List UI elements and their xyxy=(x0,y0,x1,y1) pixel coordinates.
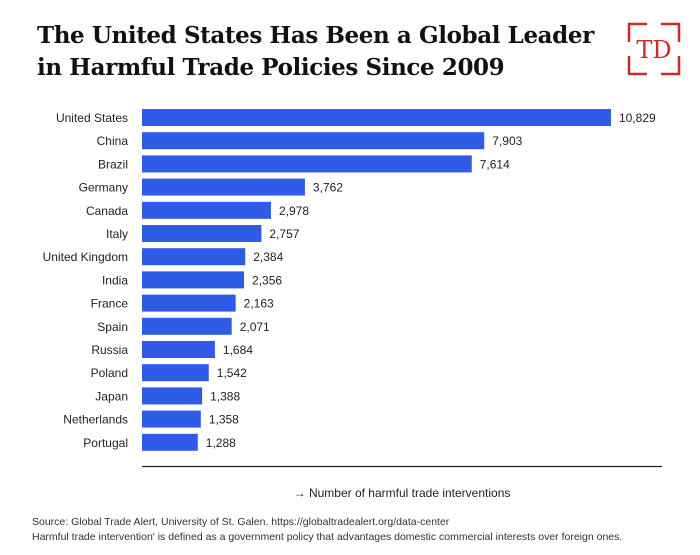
x-axis-label: → Number of harmful trade interventions xyxy=(294,486,511,500)
category-label: India xyxy=(102,273,128,287)
chart-title: The United States Has Been a Global Lead… xyxy=(37,20,597,84)
logo-frame-top-left xyxy=(627,22,647,42)
bar-canada xyxy=(142,201,271,219)
value-label: 2,757 xyxy=(269,227,299,241)
logo-frame-top-right xyxy=(661,22,681,42)
bar-poland xyxy=(142,364,209,382)
bar-netherlands xyxy=(142,410,201,428)
value-label: 1,542 xyxy=(217,366,247,380)
value-label: 2,356 xyxy=(252,273,282,287)
bar-germany xyxy=(142,178,305,196)
category-label: Italy xyxy=(106,227,128,241)
value-label: 10,829 xyxy=(619,111,656,125)
category-label: Russia xyxy=(91,343,128,357)
value-label: 2,384 xyxy=(253,250,283,264)
value-label: 1,358 xyxy=(209,413,239,427)
category-label: Germany xyxy=(79,181,128,195)
value-label: 2,163 xyxy=(244,297,274,311)
bar-china xyxy=(142,132,485,150)
value-label: 2,978 xyxy=(279,204,309,218)
bar-united-states xyxy=(142,109,611,126)
bar-france xyxy=(142,294,236,312)
category-label: Portugal xyxy=(83,436,128,450)
bar-portugal xyxy=(142,433,198,451)
category-label: Brazil xyxy=(98,157,128,171)
category-label: United Kingdom xyxy=(43,250,128,264)
bar-chart: United States 10,829 China 7,903 Brazil 7,614… xyxy=(43,109,662,500)
source-note: Source: Global Trade Alert, University o… xyxy=(32,516,450,528)
definition-note: Harmful trade intervention' is defined a… xyxy=(32,531,623,543)
value-label: 7,903 xyxy=(492,134,522,148)
bar-india xyxy=(142,271,245,289)
category-label: China xyxy=(97,134,129,148)
chart-title-line-1: The United States Has Been a Global Lead… xyxy=(37,22,594,49)
logo-frame-bottom-left xyxy=(627,56,647,76)
value-label: 1,684 xyxy=(223,343,253,357)
category-label: Spain xyxy=(97,320,128,334)
value-label: 1,288 xyxy=(206,436,236,450)
bar-japan xyxy=(142,387,203,405)
category-label: Canada xyxy=(86,204,128,218)
value-label: 7,614 xyxy=(480,157,510,171)
chart-footer: Source: Global Trade Alert, University o… xyxy=(32,515,622,545)
logo-frame-bottom-right xyxy=(661,56,681,76)
category-label: Netherlands xyxy=(63,413,128,427)
category-label: United States xyxy=(56,111,128,125)
bar-united-kingdom xyxy=(142,248,246,266)
value-label: 2,071 xyxy=(240,320,270,334)
value-label: 1,388 xyxy=(210,389,240,403)
logo-text: TD xyxy=(636,36,671,64)
category-label: France xyxy=(91,297,129,311)
bar-russia xyxy=(142,341,215,358)
bar-italy xyxy=(142,225,262,242)
td-logo: TD xyxy=(627,22,681,76)
value-label: 3,762 xyxy=(313,181,343,195)
bar-brazil xyxy=(142,155,472,173)
bar-spain xyxy=(142,317,232,335)
category-label: Japan xyxy=(95,389,128,403)
chart-title-line-2: in Harmful Trade Policies Since 2009 xyxy=(37,54,505,81)
category-label: Poland xyxy=(91,366,128,380)
